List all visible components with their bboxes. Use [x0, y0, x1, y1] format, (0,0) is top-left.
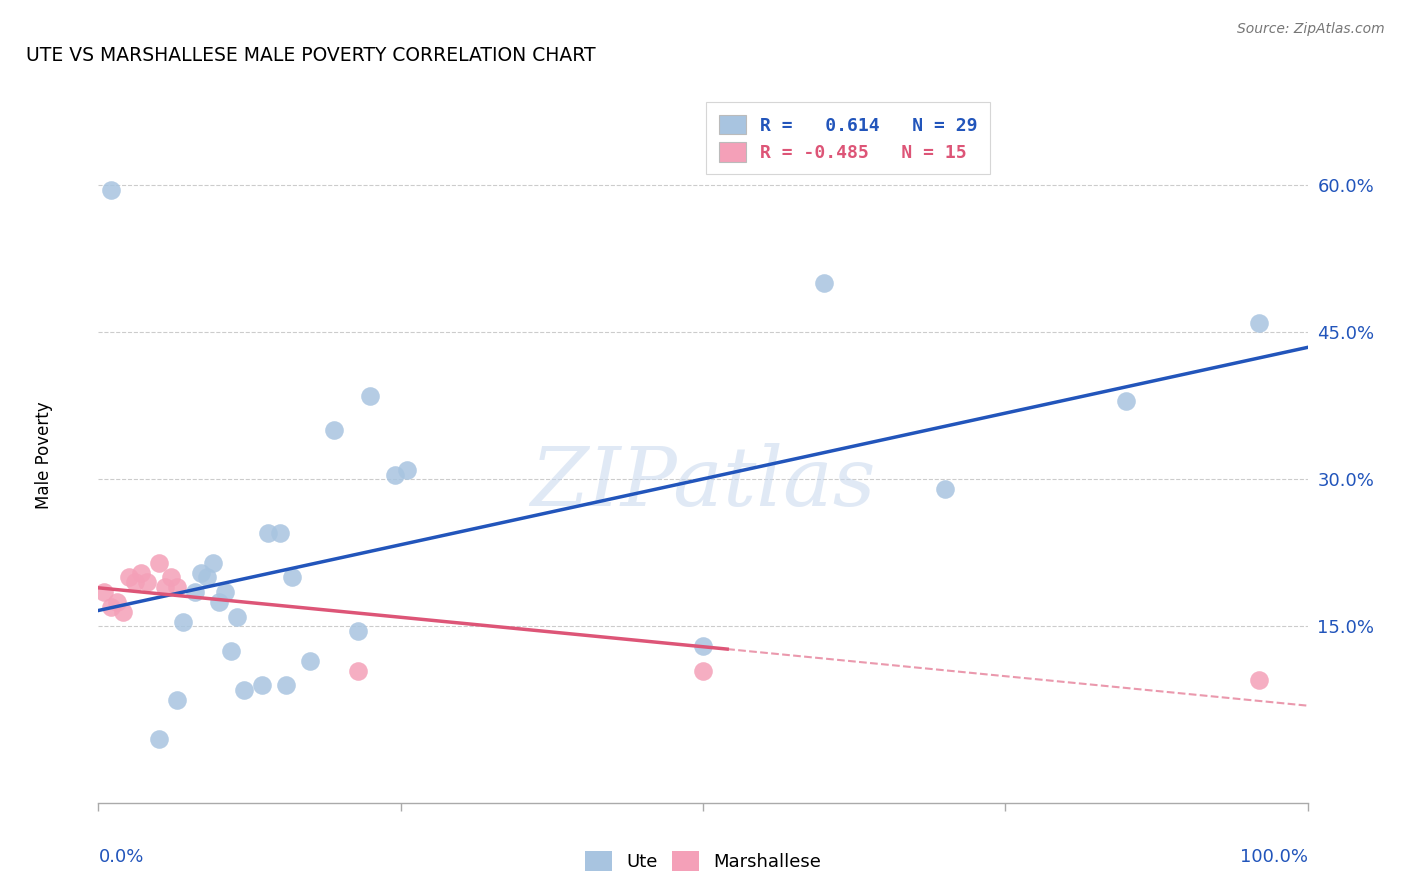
Point — [813, 277, 835, 291]
Point — [323, 424, 346, 438]
Point — [1249, 316, 1271, 330]
Point — [934, 482, 956, 496]
Point — [105, 595, 128, 609]
Point — [153, 580, 176, 594]
Point — [221, 644, 243, 658]
Point — [250, 678, 273, 692]
Point — [166, 693, 188, 707]
Point — [347, 664, 370, 678]
Point — [226, 609, 249, 624]
Point — [100, 183, 122, 197]
Legend: Ute, Marshallese: Ute, Marshallese — [578, 844, 828, 879]
Text: Male Poverty: Male Poverty — [35, 401, 53, 508]
Point — [384, 467, 406, 482]
Point — [202, 556, 225, 570]
Point — [692, 639, 714, 653]
Point — [1249, 673, 1271, 688]
Point — [232, 683, 254, 698]
Point — [135, 575, 157, 590]
Point — [148, 556, 170, 570]
Text: 100.0%: 100.0% — [1240, 848, 1308, 866]
Point — [129, 566, 152, 580]
Point — [214, 585, 236, 599]
Point — [274, 678, 297, 692]
Point — [1115, 394, 1137, 409]
Point — [166, 580, 188, 594]
Point — [118, 570, 141, 584]
Point — [269, 526, 291, 541]
Point — [100, 599, 122, 614]
Legend: R =   0.614   N = 29, R = -0.485   N = 15: R = 0.614 N = 29, R = -0.485 N = 15 — [706, 103, 990, 175]
Point — [184, 585, 207, 599]
Point — [111, 605, 134, 619]
Point — [299, 654, 322, 668]
Point — [148, 732, 170, 747]
Point — [124, 575, 146, 590]
Point — [692, 664, 714, 678]
Point — [347, 624, 370, 639]
Point — [281, 570, 304, 584]
Point — [93, 585, 115, 599]
Point — [256, 526, 278, 541]
Point — [160, 570, 183, 584]
Point — [360, 389, 382, 403]
Text: ZIPatlas: ZIPatlas — [530, 442, 876, 523]
Point — [395, 462, 418, 476]
Point — [172, 615, 194, 629]
Point — [208, 595, 231, 609]
Text: 0.0%: 0.0% — [98, 848, 143, 866]
Text: Source: ZipAtlas.com: Source: ZipAtlas.com — [1237, 22, 1385, 37]
Text: UTE VS MARSHALLESE MALE POVERTY CORRELATION CHART: UTE VS MARSHALLESE MALE POVERTY CORRELAT… — [25, 46, 596, 65]
Point — [195, 570, 218, 584]
Point — [190, 566, 212, 580]
